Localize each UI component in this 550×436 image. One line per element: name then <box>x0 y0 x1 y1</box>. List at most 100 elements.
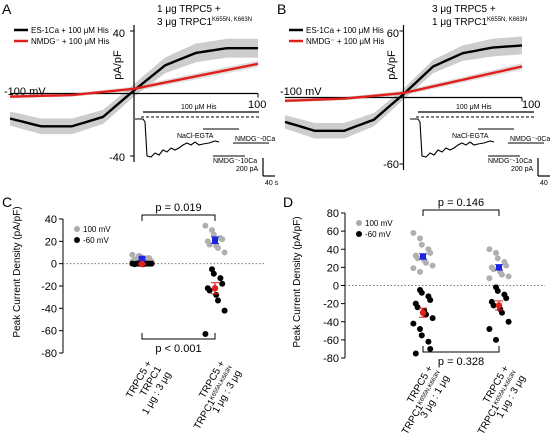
iv-plot-a <box>9 25 259 162</box>
legend-a: ES-1Ca + 100 μM His NMDG⁻ + 100 μM His <box>14 26 109 46</box>
scatter-d-bracket-top <box>422 209 500 216</box>
scatter-d-ytick-label: -40 <box>323 317 339 329</box>
scatter-c-legend-dot-100 <box>74 226 80 232</box>
inset-trace-b: 100 μM His NaCl-EGTA NMDG⁻-10Ca NMDG⁻-0Ca 20… <box>410 104 550 187</box>
panel-a: A ES-1Ca + 100 μM His NMDG⁻ + 100 μM His… <box>2 1 279 187</box>
scatter-d-category-label: TRPC5 +TRPC1K655N,K663N1 μg : 3 μg <box>466 364 528 436</box>
scatter-d-point-neg60mv <box>503 295 510 302</box>
panel-letter-a: A <box>2 1 12 17</box>
scatter-d-p-bottom: p = 0.328 <box>438 356 484 368</box>
scatter-c-p-bottom: p < 0.001 <box>155 343 201 355</box>
scatter-c-ytick-label: -20 <box>41 281 57 293</box>
scatter-d-mean-100mv <box>496 264 502 271</box>
legend-label-black-a: ES-1Ca + 100 μM His <box>31 26 109 35</box>
scatter-d-point-100mv <box>499 271 505 278</box>
annotation-a-line2-main: 3 μg TRPC1 <box>157 17 212 28</box>
scatter-c-point-neg60mv <box>129 260 136 267</box>
inset-a-label-nacl: NaCl-EGTA <box>177 133 214 140</box>
inset-trace-a: 100 μM His NaCl-EGTA NMDG⁻-10Ca NMDG⁻-0Ca 20… <box>135 104 279 187</box>
inset-b-label-10ca: NMDG⁻-10Ca <box>488 158 532 165</box>
annotation-a-superscript: K655N, K663N <box>212 17 252 23</box>
inset-a-label-0ca: NMDG⁻-0Ca <box>235 136 275 143</box>
ylabel-b: pA/pF <box>386 50 398 80</box>
xtick-a-right: 100 <box>248 99 266 111</box>
scatter-d-ytick-label: -60 <box>323 335 339 347</box>
scatter-c-point-100mv <box>206 241 213 248</box>
ytick-a-top: 40 <box>113 28 125 40</box>
scatter-d-ytick-label: -20 <box>323 299 339 311</box>
scatter-d-ytick-label: -80 <box>323 353 339 365</box>
scatter-d-point-100mv <box>418 241 425 248</box>
scatter-c-mean-100mv <box>212 237 218 244</box>
scatter-c-ytick-label: -60 <box>41 326 57 338</box>
ytick-b-top: 60 <box>387 28 399 40</box>
scatter-c-ytick-label: 40 <box>45 214 57 226</box>
scatter-c-point-100mv <box>219 236 226 243</box>
scatter-d-mean-neg60mv <box>419 309 427 316</box>
panel-letter-b: B <box>277 1 286 17</box>
scatter-d-point-100mv <box>423 259 429 266</box>
ytick-a-bottom: -40 <box>109 152 125 164</box>
scatter-d-point-neg60mv <box>418 289 425 296</box>
inset-b-trace <box>410 118 495 158</box>
inset-b-scale-y-label: 200 pA <box>511 166 534 173</box>
scatter-c-point-neg60mv <box>213 291 220 298</box>
scatter-d-point-neg60mv <box>412 350 419 357</box>
scatter-c-bracket-top <box>141 214 216 221</box>
scatter-c-point-100mv <box>129 251 136 258</box>
inset-b-scale-x-label: 40 s <box>540 180 550 187</box>
inset-b-label-nacl: NaCl-EGTA <box>452 133 489 140</box>
ylabel-c: Peak Current Density (pA/pF) <box>12 206 23 337</box>
scatter-d-point-100mv <box>414 255 421 262</box>
scatter-c-ytick-label: -80 <box>41 348 57 360</box>
scatter-c-point-neg60mv <box>219 280 226 287</box>
scatter-c-mean-neg60mv <box>138 260 146 268</box>
scatter-d-point-100mv <box>417 268 423 275</box>
inset-a-scale-y-label: 200 pA <box>236 166 259 173</box>
annotation-a-line2: 3 μg TRPC1K655N, K663N <box>157 17 252 28</box>
scatter-d-mean-neg60mv <box>495 302 503 309</box>
panel-d: D Peak Current Density (pA/pF) 80 60 40 20 0… <box>283 194 545 436</box>
annotation-b-line2: 1 μg TRPC1K655N, K663N <box>432 17 527 28</box>
scatter-d-ytick-label: 60 <box>327 226 339 238</box>
scatter-d-bracket-bottom <box>422 346 500 353</box>
scatter-d-point-100mv <box>486 275 493 282</box>
scatter-d-point-100mv <box>486 246 493 253</box>
scatter-d-legend-dot-100 <box>356 220 362 226</box>
scatter-d-point-neg60mv <box>410 320 417 327</box>
scatter-c-point-neg60mv <box>215 297 221 304</box>
scatter-c-legend-label-100: 100 mV <box>83 225 111 234</box>
ylabel-a: pA/pF <box>112 50 124 80</box>
scatter-d-point-neg60mv <box>417 326 423 332</box>
scatter-d-ytick-label: 0 <box>333 281 339 293</box>
iv-a-series-1 <box>9 62 259 98</box>
iv-plot-b <box>284 25 523 170</box>
scatter-plot-d: 80 60 40 20 0 -20 -40 -60 -80 100 mV -60 mV TRPC5 +… <box>323 197 545 436</box>
scatter-d-point-neg60mv <box>427 345 434 352</box>
annotation-b-line2-main: 1 μg TRPC1 <box>432 17 487 28</box>
scatter-c-mean-neg60mv <box>211 285 219 292</box>
legend-label-black-b: ES-1Ca + 100 μM His <box>306 26 384 35</box>
scatter-plot-c: 40 20 0 -20 -40 -60 -80 100 mV -60 mV TRPC5 +TRPC… <box>41 202 265 432</box>
scatter-c-point-neg60mv <box>202 331 209 338</box>
scatter-c-point-100mv <box>215 245 221 252</box>
scatter-d-point-neg60mv <box>418 332 425 339</box>
inset-a-scale-x-label: 40 s <box>265 180 279 187</box>
iv-a-series-0 <box>9 47 258 128</box>
scatter-d-point-neg60mv <box>486 326 493 332</box>
scatter-d-point-100mv <box>427 249 434 256</box>
annotation-a-line1: 1 μg TRPC5 + <box>157 4 221 15</box>
scatter-d-legend-dot-60 <box>356 231 362 237</box>
scatter-d-point-100mv <box>429 262 436 269</box>
scatter-c-point-100mv <box>221 249 228 256</box>
scatter-d-point-100mv <box>490 266 497 273</box>
scatter-c-point-neg60mv <box>217 275 224 282</box>
annotation-b-line1: 3 μg TRPC5 + <box>432 4 496 15</box>
scatter-d-point-neg60mv <box>494 287 501 294</box>
scatter-d-point-100mv <box>410 265 417 272</box>
scatter-d-point-100mv <box>494 255 501 262</box>
scatter-d-category-label: TRPC5 +TRPC1K655N,K663N3 μg : 1 μg <box>390 364 452 436</box>
scatter-d-point-100mv <box>493 249 499 256</box>
scatter-c-bracket-bottom <box>141 333 216 340</box>
scatter-d-point-neg60mv <box>493 336 499 343</box>
